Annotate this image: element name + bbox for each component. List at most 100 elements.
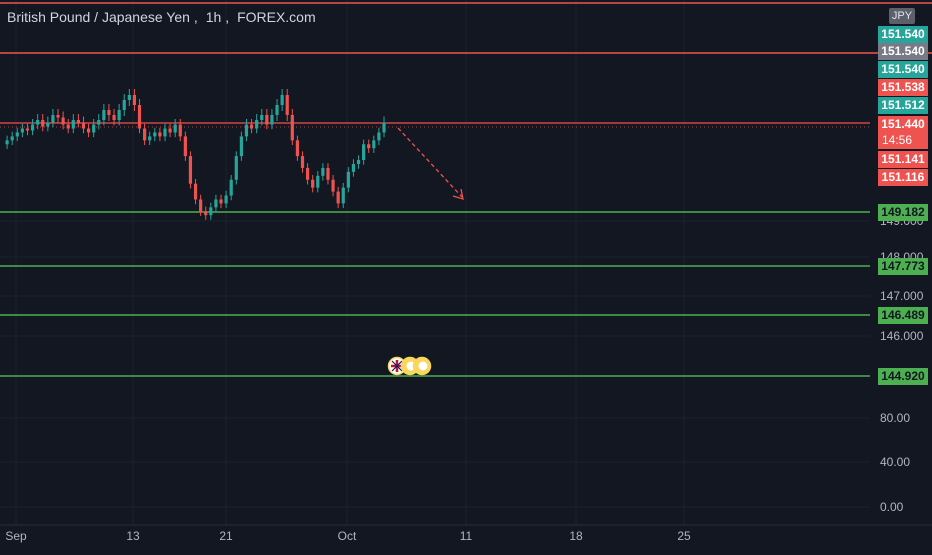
candle-body bbox=[377, 132, 381, 141]
candle-body bbox=[239, 136, 243, 157]
candle-body bbox=[341, 187, 345, 204]
price-tag: 151.538 bbox=[878, 79, 928, 96]
candle-body bbox=[265, 115, 269, 125]
price-tag: 151.512 bbox=[878, 97, 928, 114]
price-tag: 151.440 bbox=[878, 116, 928, 133]
candle-body bbox=[300, 156, 305, 168]
x-tick-label: 13 bbox=[126, 529, 140, 543]
candle-body bbox=[372, 140, 376, 149]
interval-label[interactable]: 1h bbox=[205, 9, 222, 25]
x-tick-label: Sep bbox=[5, 529, 27, 543]
candle-body bbox=[46, 122, 50, 127]
candle-body bbox=[234, 156, 238, 180]
candle-body bbox=[20, 128, 24, 133]
candle-body bbox=[346, 171, 350, 188]
candle-body bbox=[367, 144, 371, 149]
currency-badge[interactable]: JPY bbox=[889, 8, 915, 24]
support-price-tag: 149.182 bbox=[878, 204, 928, 221]
candle-body bbox=[112, 115, 116, 120]
candle-body bbox=[362, 144, 366, 161]
candle-body bbox=[97, 120, 101, 125]
candle-body bbox=[336, 191, 340, 204]
candle-body bbox=[244, 124, 249, 137]
candle-body bbox=[15, 132, 19, 137]
candle-body bbox=[295, 140, 300, 157]
price-tag: 151.141 bbox=[878, 151, 928, 168]
candle-body bbox=[255, 120, 259, 129]
candle-body bbox=[92, 124, 96, 133]
candle-body bbox=[86, 128, 91, 133]
candle-body bbox=[331, 179, 335, 192]
candle-body bbox=[199, 199, 203, 212]
candle-body bbox=[132, 95, 137, 105]
candle-body bbox=[356, 160, 361, 164]
x-tick-label: 11 bbox=[460, 529, 473, 543]
x-tick-label: Oct bbox=[338, 529, 357, 543]
candle-body bbox=[275, 105, 279, 115]
candle-body bbox=[306, 167, 310, 180]
candle-body bbox=[219, 199, 223, 204]
support-price-tag: 144.920 bbox=[878, 368, 928, 385]
candle-body bbox=[229, 179, 233, 196]
flag-diag-b bbox=[391, 360, 403, 372]
y-tick-label: 80.00 bbox=[880, 411, 910, 425]
candle-body bbox=[148, 136, 152, 141]
candle-body bbox=[321, 167, 325, 176]
candle-body bbox=[10, 136, 14, 141]
forecast-arrowhead bbox=[452, 188, 464, 200]
candle-body bbox=[143, 128, 147, 141]
candle-body bbox=[311, 179, 315, 188]
candle-body bbox=[290, 115, 294, 141]
candle-body bbox=[260, 115, 264, 120]
y-tick-label: 146.000 bbox=[880, 329, 924, 343]
candle-body bbox=[61, 117, 65, 125]
support-price-tag: 147.773 bbox=[878, 258, 928, 275]
x-tick-label: 25 bbox=[677, 529, 691, 543]
candle-body bbox=[224, 195, 228, 204]
candle-body bbox=[122, 100, 126, 110]
candle-body bbox=[127, 95, 131, 100]
candle-body bbox=[81, 122, 86, 129]
price-tag: 151.540 bbox=[878, 61, 928, 78]
candle-body bbox=[153, 132, 157, 137]
x-tick-label: 18 bbox=[569, 529, 583, 543]
price-tag: 151.540 bbox=[878, 26, 928, 43]
candle-body bbox=[107, 110, 111, 115]
candle-body bbox=[137, 105, 142, 129]
candle-body bbox=[117, 110, 121, 120]
candle-body bbox=[316, 175, 320, 188]
candle-body bbox=[280, 95, 284, 105]
candle-body bbox=[214, 199, 218, 208]
candle-body bbox=[102, 110, 106, 120]
price-tag: 151.540 bbox=[878, 43, 928, 60]
candle-body bbox=[36, 120, 40, 125]
candle-body bbox=[285, 95, 289, 115]
candle-body bbox=[66, 124, 70, 129]
x-tick-label: 21 bbox=[219, 529, 233, 543]
candle-body bbox=[158, 132, 162, 137]
candle-body bbox=[168, 128, 172, 133]
chart-title: British Pound / Japanese Yen, 1h, FOREX.… bbox=[7, 9, 316, 25]
candle-body bbox=[249, 124, 254, 129]
candle-body bbox=[326, 167, 330, 180]
candle-body bbox=[351, 163, 356, 172]
candle-body bbox=[382, 122, 386, 133]
y-tick-label: 40.00 bbox=[880, 455, 910, 469]
candle-body bbox=[178, 124, 182, 137]
candle-body bbox=[5, 140, 9, 145]
candle-body bbox=[183, 136, 187, 157]
candle-body bbox=[41, 120, 45, 127]
candle-body bbox=[163, 128, 167, 137]
price-tag: 151.116 bbox=[878, 169, 928, 186]
candle-body bbox=[270, 115, 274, 125]
source-label: FOREX.com bbox=[237, 9, 316, 25]
candle-body bbox=[204, 211, 208, 216]
candle-body bbox=[71, 120, 75, 129]
candle-body bbox=[51, 115, 55, 123]
candle-body bbox=[56, 115, 60, 118]
y-tick-label: 147.000 bbox=[880, 289, 924, 303]
candle-body bbox=[209, 207, 213, 216]
candle-body bbox=[193, 183, 198, 200]
